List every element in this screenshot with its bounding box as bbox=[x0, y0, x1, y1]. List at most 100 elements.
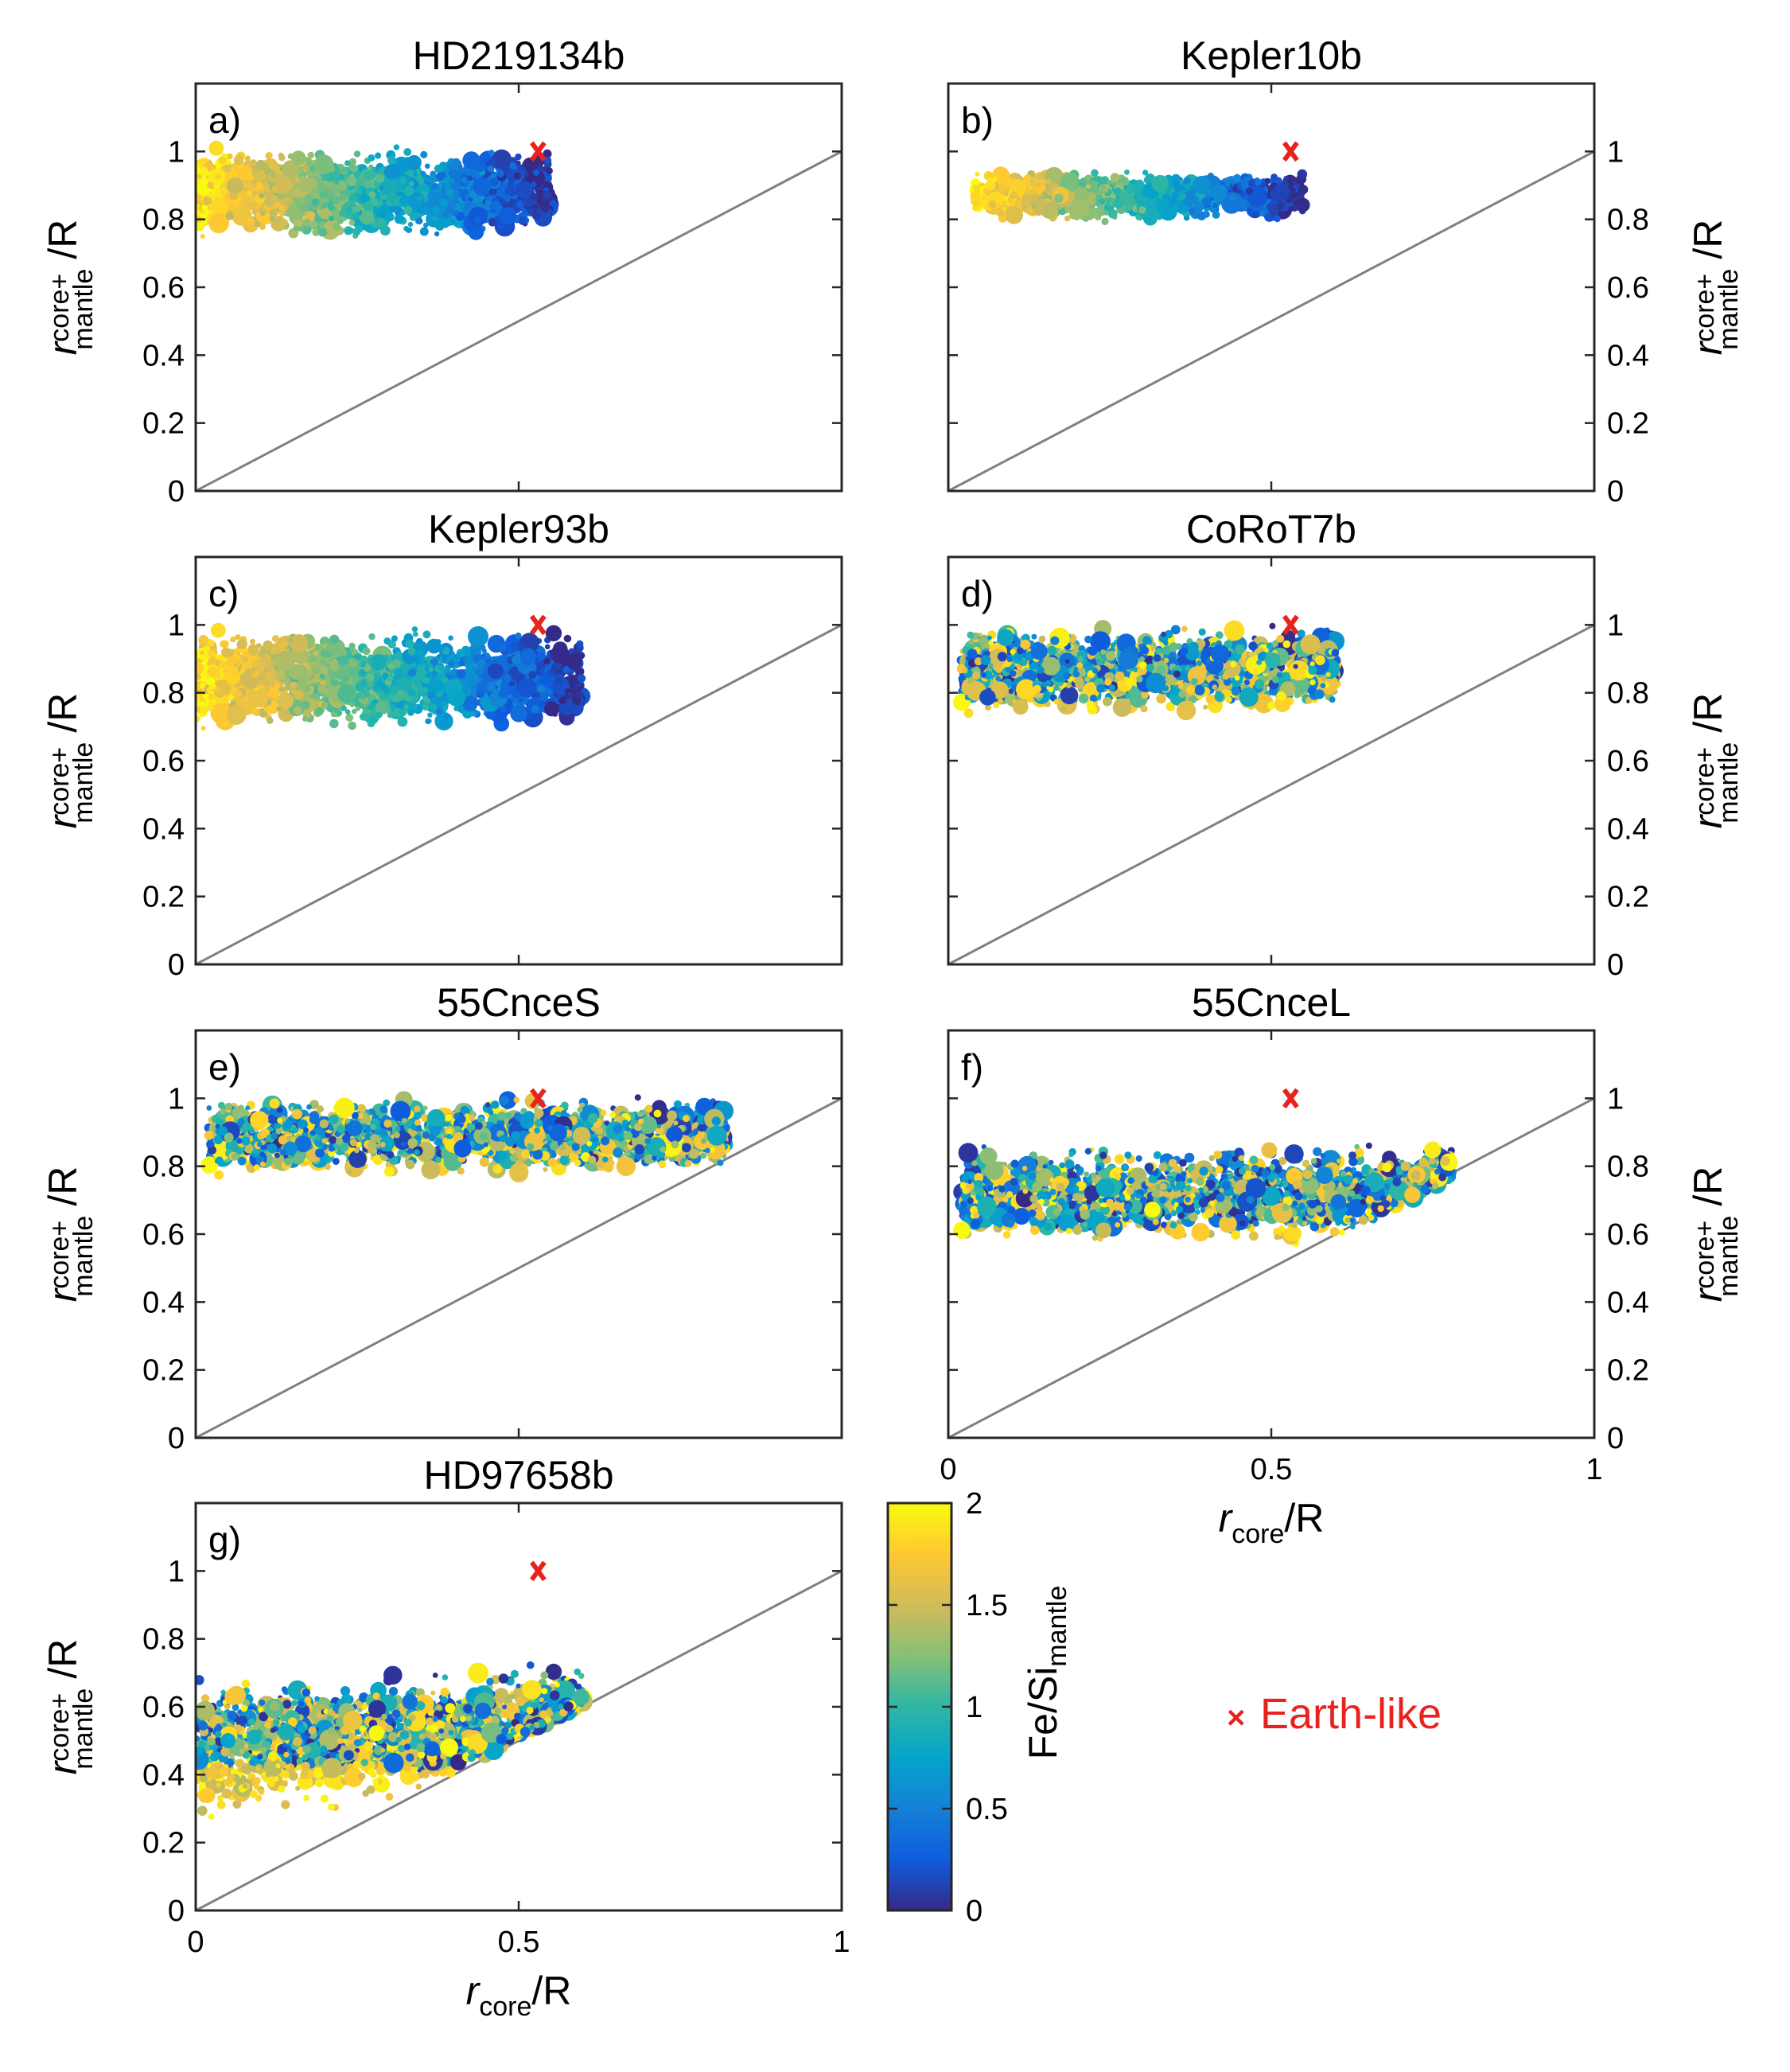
data-point bbox=[312, 665, 321, 674]
data-point bbox=[430, 658, 438, 666]
data-point bbox=[329, 719, 339, 729]
y-tick-label: 0 bbox=[1607, 475, 1624, 508]
data-point bbox=[468, 626, 488, 647]
data-point bbox=[263, 197, 274, 208]
data-point bbox=[1156, 213, 1163, 220]
data-point bbox=[412, 631, 418, 637]
data-point bbox=[394, 668, 403, 676]
data-point bbox=[436, 172, 445, 181]
data-point bbox=[972, 200, 979, 207]
data-point bbox=[278, 152, 284, 158]
data-point bbox=[290, 681, 298, 689]
data-point bbox=[312, 192, 321, 200]
data-point bbox=[1033, 206, 1044, 216]
data-point bbox=[460, 202, 465, 208]
data-point bbox=[476, 164, 484, 173]
data-point bbox=[491, 201, 501, 211]
data-point bbox=[1107, 208, 1118, 219]
data-point bbox=[256, 664, 265, 673]
data-point bbox=[208, 140, 224, 156]
data-point bbox=[1294, 199, 1302, 207]
data-point bbox=[1239, 197, 1246, 205]
data-point bbox=[317, 684, 327, 693]
data-point bbox=[387, 663, 395, 670]
data-point bbox=[268, 680, 276, 687]
data-point bbox=[292, 189, 302, 198]
data-point bbox=[503, 673, 512, 681]
data-point bbox=[337, 684, 356, 703]
data-point bbox=[457, 164, 463, 169]
data-point bbox=[497, 220, 506, 229]
data-point bbox=[1193, 176, 1212, 195]
data-point bbox=[304, 651, 312, 659]
data-point bbox=[438, 664, 445, 672]
data-point bbox=[519, 633, 539, 653]
data-point bbox=[1275, 186, 1282, 193]
data-point bbox=[1274, 215, 1281, 223]
data-point bbox=[474, 668, 484, 677]
data-point bbox=[330, 711, 337, 718]
data-point bbox=[372, 205, 380, 213]
data-point bbox=[360, 660, 367, 668]
data-point bbox=[317, 227, 328, 237]
data-point bbox=[1223, 192, 1243, 212]
data-point bbox=[304, 685, 311, 692]
data-point bbox=[1053, 193, 1064, 204]
data-point bbox=[358, 668, 366, 677]
data-point bbox=[263, 640, 273, 651]
data-point bbox=[1014, 198, 1023, 207]
data-point bbox=[419, 183, 430, 193]
data-point bbox=[1283, 176, 1289, 181]
data-point bbox=[391, 635, 398, 642]
data-point bbox=[1165, 702, 1176, 711]
data-point bbox=[434, 164, 443, 173]
data-point bbox=[1229, 193, 1237, 201]
data-point bbox=[1087, 192, 1096, 201]
data-point bbox=[1233, 173, 1241, 182]
data-point bbox=[333, 645, 340, 653]
data-point bbox=[409, 213, 418, 221]
data-point bbox=[207, 639, 215, 647]
data-point bbox=[546, 168, 552, 175]
data-point bbox=[1164, 199, 1169, 204]
data-point bbox=[337, 655, 348, 666]
data-point bbox=[319, 220, 325, 227]
data-point bbox=[290, 150, 306, 166]
data-point bbox=[367, 657, 374, 665]
data-point bbox=[1060, 173, 1080, 193]
data-point bbox=[368, 191, 376, 199]
data-point bbox=[226, 704, 247, 726]
data-point bbox=[427, 174, 436, 183]
data-point bbox=[276, 670, 286, 680]
data-point bbox=[1269, 622, 1276, 629]
data-point bbox=[210, 683, 216, 690]
data-point bbox=[348, 721, 356, 730]
data-point bbox=[228, 694, 235, 701]
y-tick-label: 0 bbox=[168, 948, 185, 982]
data-point bbox=[526, 169, 546, 188]
data-point bbox=[218, 156, 227, 165]
data-point bbox=[263, 668, 270, 674]
data-point bbox=[1287, 206, 1293, 212]
data-point bbox=[196, 673, 202, 680]
data-point bbox=[321, 702, 329, 709]
data-point bbox=[529, 193, 538, 201]
data-point bbox=[531, 212, 540, 220]
data-point bbox=[383, 686, 391, 695]
data-point bbox=[462, 695, 478, 711]
data-point bbox=[309, 220, 318, 229]
data-point bbox=[250, 638, 255, 645]
data-point bbox=[224, 664, 229, 671]
panel-label: b) bbox=[961, 99, 994, 141]
data-point bbox=[293, 225, 299, 231]
data-point bbox=[259, 223, 266, 230]
data-point bbox=[271, 186, 278, 193]
data-point bbox=[237, 166, 253, 181]
data-point bbox=[355, 682, 364, 691]
data-point bbox=[282, 161, 301, 180]
data-point bbox=[456, 212, 465, 221]
data-point bbox=[439, 217, 450, 228]
data-point bbox=[500, 706, 507, 714]
data-point bbox=[259, 162, 269, 172]
